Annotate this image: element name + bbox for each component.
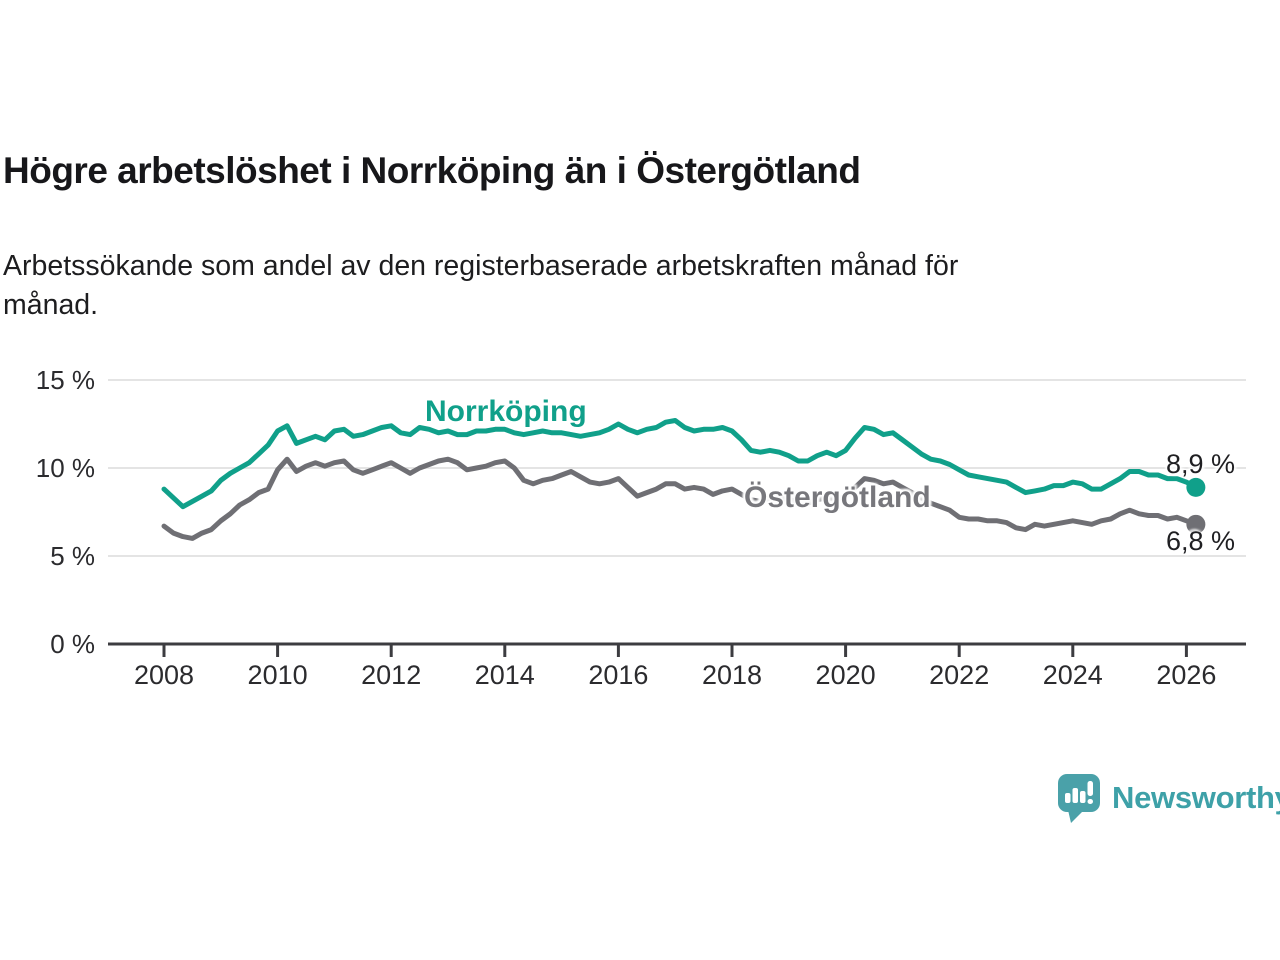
newsworthy-logo-text: Newsworthy bbox=[1112, 780, 1280, 815]
x-tick-label: 2020 bbox=[815, 660, 876, 690]
newsworthy-logo: Newsworthy bbox=[1056, 772, 1280, 824]
chart-subtitle: Arbetssökande som andel av den registerb… bbox=[3, 247, 1203, 325]
x-tick-label: 2024 bbox=[1042, 660, 1103, 690]
x-tick-label: 2026 bbox=[1156, 660, 1217, 690]
end-dot-norrköping bbox=[1186, 477, 1206, 497]
x-tick-label: 2010 bbox=[247, 660, 308, 690]
x-tick-label: 2018 bbox=[701, 660, 763, 690]
series-line-norrköping bbox=[161, 418, 1199, 510]
x-tick-label: 2012 bbox=[361, 660, 422, 690]
x-tick-label: 2016 bbox=[588, 660, 649, 690]
y-tick-label: 10 % bbox=[35, 453, 95, 483]
end-value-ostergotland: 6,8 % bbox=[1166, 526, 1236, 556]
page-title: Högre arbetslöshet i Norrköping än i Öst… bbox=[3, 150, 861, 191]
x-tick-label: 2014 bbox=[474, 660, 535, 690]
series-label-norrkoping: Norrköping bbox=[425, 395, 587, 428]
y-tick-label: 0 % bbox=[50, 629, 95, 659]
end-value-norrkoping: 8,9 % bbox=[1166, 449, 1236, 479]
y-tick-label: 15 % bbox=[35, 365, 95, 395]
newsworthy-logo-icon bbox=[1058, 774, 1100, 823]
y-tick-label: 5 % bbox=[50, 541, 95, 571]
series-label-ostergotland: Östergötland bbox=[744, 481, 931, 514]
chart-subtitle-line2: månad. bbox=[3, 289, 99, 321]
x-axis bbox=[108, 642, 1246, 657]
series-line-östergötland bbox=[161, 456, 1199, 541]
chart-subtitle-line1: Arbetssökande som andel av den registerb… bbox=[3, 250, 959, 282]
x-tick-label: 2022 bbox=[929, 660, 990, 690]
series-lines bbox=[161, 418, 1199, 541]
x-tick-label: 2008 bbox=[133, 660, 195, 690]
gridlines bbox=[108, 379, 1246, 557]
